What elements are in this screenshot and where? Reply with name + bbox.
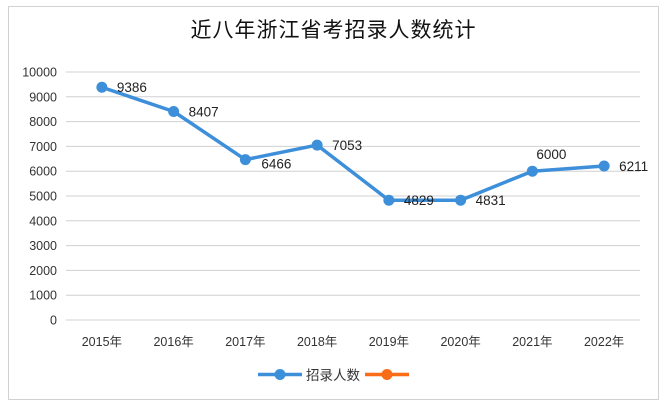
legend-item-1	[365, 368, 409, 381]
chart-legend: 招录人数	[8, 364, 659, 384]
data-label: 6211	[619, 159, 648, 174]
legend-line-marker-icon	[365, 368, 409, 380]
data-label: 7053	[332, 138, 362, 153]
y-tick-label: 1000	[29, 289, 57, 303]
y-tick-label: 0	[50, 314, 57, 328]
data-point-marker	[239, 154, 251, 166]
y-tick-label: 3000	[29, 239, 57, 253]
y-tick-label: 2000	[29, 264, 57, 278]
data-label: 9386	[117, 80, 147, 95]
data-label: 6000	[536, 147, 566, 162]
data-label: 4831	[476, 193, 506, 208]
data-label: 6466	[261, 157, 291, 172]
x-tick-label: 2016年	[153, 335, 193, 349]
y-tick-label: 10000	[22, 66, 57, 80]
legend-line-marker-icon	[258, 368, 302, 380]
data-label: 8407	[189, 105, 219, 120]
y-tick-label: 8000	[29, 115, 57, 129]
y-tick-label: 9000	[29, 90, 57, 104]
y-tick-label: 6000	[29, 165, 57, 179]
y-tick-label: 5000	[29, 190, 57, 204]
x-tick-label: 2018年	[297, 335, 337, 349]
data-point-marker	[526, 165, 538, 177]
x-tick-label: 2021年	[512, 335, 552, 349]
x-tick-label: 2020年	[440, 335, 480, 349]
x-tick-label: 2019年	[369, 335, 409, 349]
x-tick-label: 2015年	[82, 335, 122, 349]
data-point-marker	[383, 194, 395, 206]
data-point-marker	[168, 106, 180, 118]
y-tick-label: 4000	[29, 214, 57, 228]
series-line	[100, 85, 606, 202]
x-tick-label: 2022年	[584, 335, 624, 349]
y-tick-label: 7000	[29, 140, 57, 154]
data-point-marker	[455, 194, 467, 206]
data-label: 4829	[404, 193, 434, 208]
x-tick-label: 2017年	[225, 335, 265, 349]
data-point-marker	[598, 160, 610, 172]
data-point-marker	[311, 139, 323, 151]
legend-item-0: 招录人数	[258, 364, 360, 384]
legend-label: 招录人数	[306, 368, 360, 383]
chart-title: 近八年浙江省考招录人数统计	[190, 18, 477, 42]
data-point-marker	[96, 81, 108, 93]
